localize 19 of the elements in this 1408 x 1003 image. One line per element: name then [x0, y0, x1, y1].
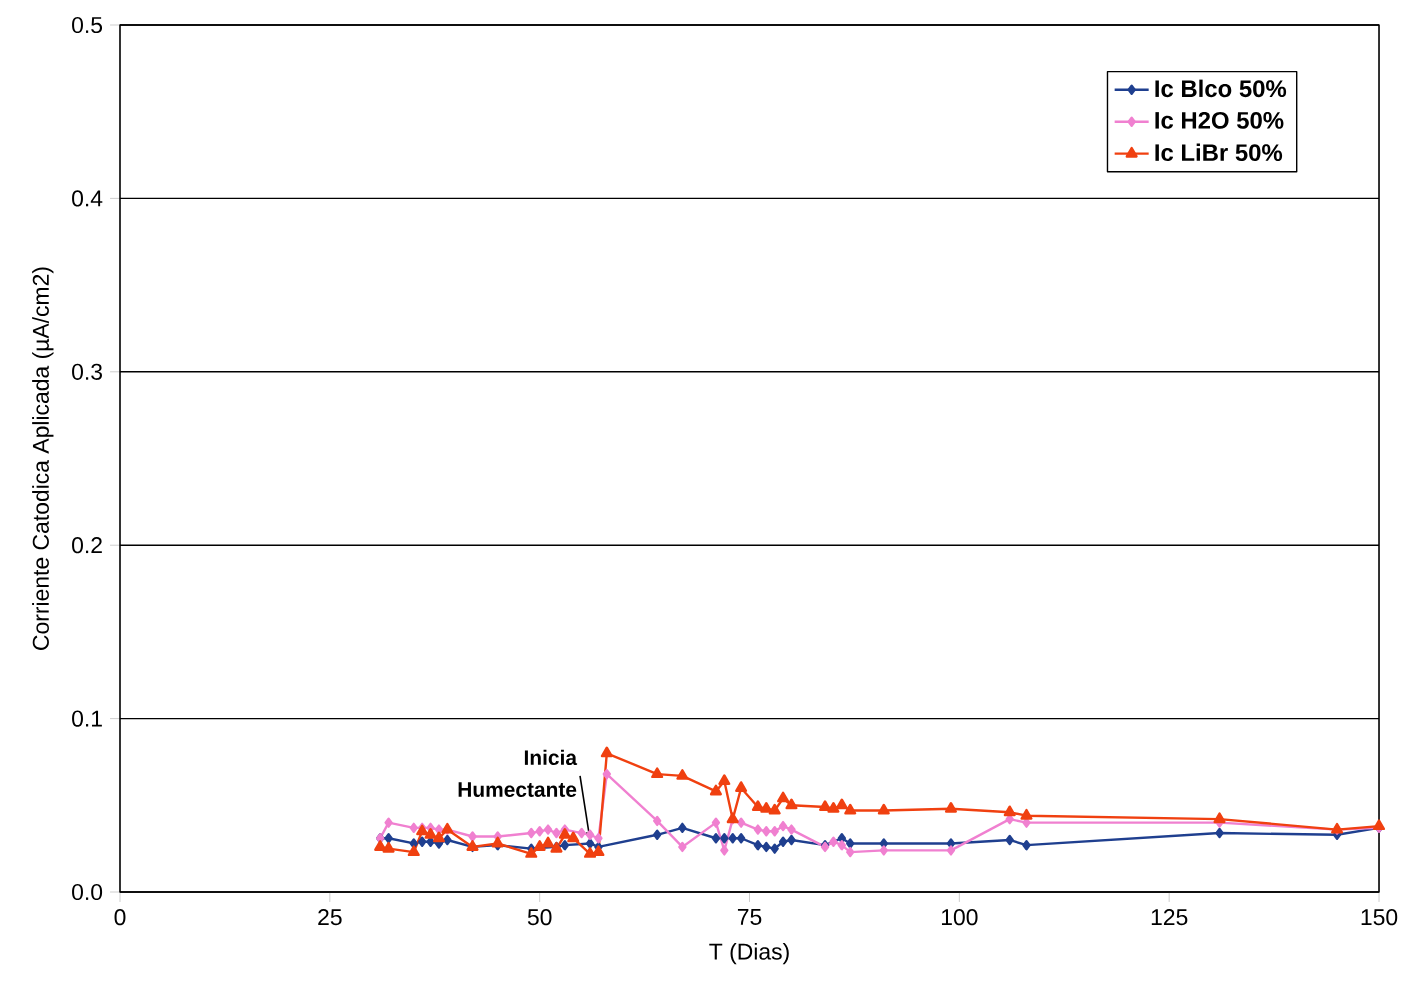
legend-label: Ic Blco 50%: [1155, 79, 1287, 98]
x-tick-label: 125: [1151, 909, 1188, 926]
x-axis-title: T (Dias): [709, 942, 789, 965]
y-tick-label: 0.4: [72, 190, 103, 207]
annotation: Inicia Humectante: [458, 749, 578, 797]
x-tick-label: 50: [527, 909, 552, 926]
y-axis-title: Corriente Catodica Aplicada (µA/cm2): [32, 267, 54, 650]
x-tick-label: 25: [318, 909, 342, 926]
x-tick-label: 150: [1361, 909, 1398, 926]
legend-label: Ic H2O 50%: [1155, 111, 1284, 129]
x-tick-label: 100: [941, 909, 978, 926]
y-tick-label: 0.3: [72, 363, 102, 380]
legend-label: Ic LiBr 50%: [1155, 143, 1283, 162]
y-tick-label: 0.0: [72, 883, 103, 901]
x-tick-label: 0: [114, 909, 126, 926]
x-tick-label: 75: [737, 909, 762, 925]
y-tick-label: 0.1: [72, 710, 102, 727]
y-tick-label: 0.5: [72, 16, 103, 34]
y-tick-label: 0.2: [72, 537, 102, 554]
